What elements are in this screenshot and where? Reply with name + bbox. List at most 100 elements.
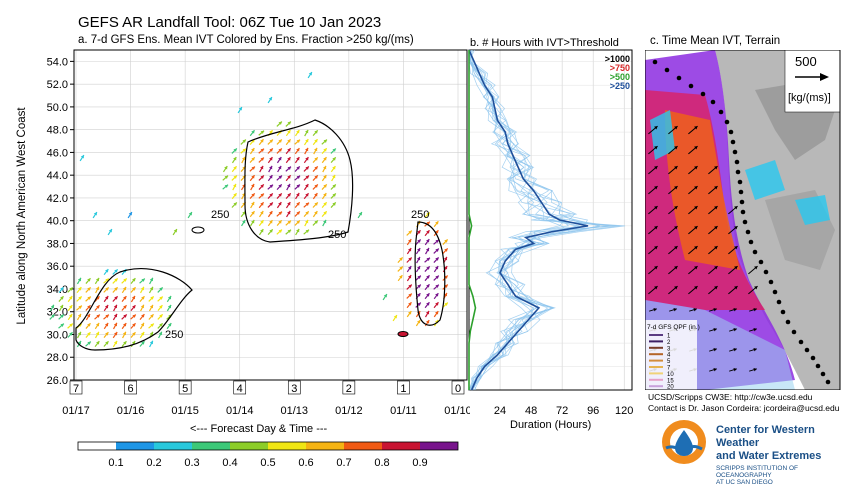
ivt-arrow-head	[269, 165, 273, 170]
coastline-dot	[676, 75, 682, 81]
ivt-arrow-head	[287, 175, 291, 179]
coastline-dot	[810, 355, 816, 361]
ivt-arrow-head	[296, 166, 300, 170]
ivt-arrow-head	[59, 304, 64, 309]
ivt-arrow-head	[287, 210, 291, 215]
ivt-arrow-head	[287, 148, 291, 152]
ivt-arrow-head	[150, 296, 154, 300]
ivt-arrow-head	[408, 284, 412, 288]
ivt-arrow-head	[269, 184, 273, 188]
ivt-arrow-head	[426, 293, 430, 297]
ivt-arrow-head	[693, 307, 697, 312]
ivt-arrow-head	[714, 186, 718, 190]
x-tick-label: 01/17	[62, 405, 90, 417]
ivt-arrow-head	[425, 310, 430, 315]
ivt-arrow-head	[323, 148, 327, 152]
ivt-arrow-head	[233, 166, 237, 170]
ivt-arrow-head	[305, 211, 309, 215]
colorbar-swatch	[420, 442, 458, 450]
colorbar-ticks: 0.1 0.2 0.3 0.4 0.5 0.6 0.7 0.8 0.9	[108, 457, 427, 469]
ivt-arrow-head	[251, 148, 255, 152]
ivt-arrow-head	[260, 229, 264, 233]
y-tick-label: 28.0	[47, 352, 68, 364]
ivt-arrow-head	[114, 278, 118, 282]
ivt-arrow-head	[734, 226, 738, 230]
coastline-dot	[652, 59, 658, 65]
ivt-arrow-head	[323, 202, 327, 206]
ivt-arrow-head	[251, 157, 255, 161]
panel-a-frame	[73, 49, 468, 381]
day-label: 3	[291, 383, 297, 395]
scale-value: 500	[795, 54, 817, 69]
ivt-arrow-head	[713, 327, 717, 332]
contour-label-4: 250	[411, 209, 429, 221]
coastline-dot	[735, 169, 741, 175]
ivt-arrow-head	[260, 193, 264, 197]
ivt-arrow-head	[296, 130, 300, 134]
ivt-arrow-head	[305, 147, 309, 152]
ivt-arrow-head	[287, 130, 291, 134]
qpf-legend-label: 15	[667, 378, 674, 384]
ivt-arrow-head	[287, 193, 291, 197]
ivt-arrow-head	[232, 183, 237, 188]
ivt-arrow-head	[305, 219, 309, 224]
ivt-arrow-head	[393, 315, 397, 319]
ivt-arrow-head	[674, 126, 678, 130]
ivt-arrow-head	[50, 304, 55, 309]
x-tick-label: 01/12	[335, 405, 363, 417]
panel-b-series	[468, 49, 589, 391]
ivt-arrow-head	[426, 239, 430, 243]
colorbar-swatch	[306, 442, 344, 450]
colorbar-tick-label: 0.4	[222, 457, 237, 469]
ivt-arrow-head	[753, 307, 757, 312]
ivt-arrow-head	[444, 248, 448, 252]
y-tick-label: 36.0	[47, 261, 68, 273]
panel-c-map: 500 [kg/(ms)] 7-d GFS QPF (in.) 12345710…	[645, 50, 841, 390]
ivt-arrow-head	[444, 302, 448, 306]
ivt-arrow-head	[305, 202, 309, 206]
ivt-arrow-head	[694, 186, 698, 190]
logo-tag-2: AT UC SAN DIEGO	[716, 479, 773, 486]
ivt-arrow-head	[123, 305, 127, 309]
day-box	[178, 380, 192, 395]
coastline-dot	[730, 139, 736, 145]
coastline-dot	[734, 159, 740, 165]
ivt-arrow-head	[108, 229, 112, 233]
ivt-arrow-head	[167, 304, 172, 309]
x-axis-label: <--- Forecast Day & Time ---	[190, 423, 328, 435]
contour-label-1: 250	[165, 329, 183, 341]
ivt-arrow-head	[123, 323, 127, 327]
ivt-arrow-head	[105, 341, 109, 345]
ivt-arrow-head	[68, 313, 73, 318]
ivt-arrow-head	[278, 121, 282, 125]
ivt-arrow-head	[149, 286, 154, 291]
ivt-arrow-head	[159, 305, 163, 309]
ivt-arrow-head	[714, 286, 718, 290]
ivt-arrow-head	[408, 248, 412, 252]
ivt-arrow-head	[159, 323, 163, 327]
y-tick-label: 52.0	[47, 79, 68, 91]
ivt-arrow-head	[426, 275, 430, 279]
ivt-arrow-head	[323, 211, 327, 215]
ivt-arrow-head	[399, 266, 403, 270]
ivt-arrow-head	[140, 286, 145, 291]
colorbar-swatch	[78, 442, 116, 450]
ivt-arrow-head	[674, 266, 678, 270]
colorbar-tick-label: 0.6	[298, 457, 313, 469]
coastline-dot	[732, 149, 738, 155]
ivt-arrow-head	[268, 97, 272, 101]
series-line	[468, 49, 589, 391]
ivt-arrow-head	[141, 314, 145, 318]
ivt-arrow-head	[113, 322, 118, 327]
colorbar-swatch	[230, 442, 268, 450]
ivt-arrow-head	[251, 175, 255, 179]
ivt-arrow-head	[242, 148, 247, 153]
coastline-dot	[780, 309, 786, 315]
ivt-arrow-head	[242, 156, 246, 161]
panel-a-forecast-days: 7 6 5 4 3 2 1 0	[69, 380, 465, 395]
ivt-arrow-head	[323, 184, 327, 188]
panel-b-frame	[468, 49, 633, 391]
ivt-arrow-head	[141, 341, 145, 345]
ivt-arrow-head	[224, 175, 229, 179]
ivt-arrow-head	[251, 211, 255, 215]
